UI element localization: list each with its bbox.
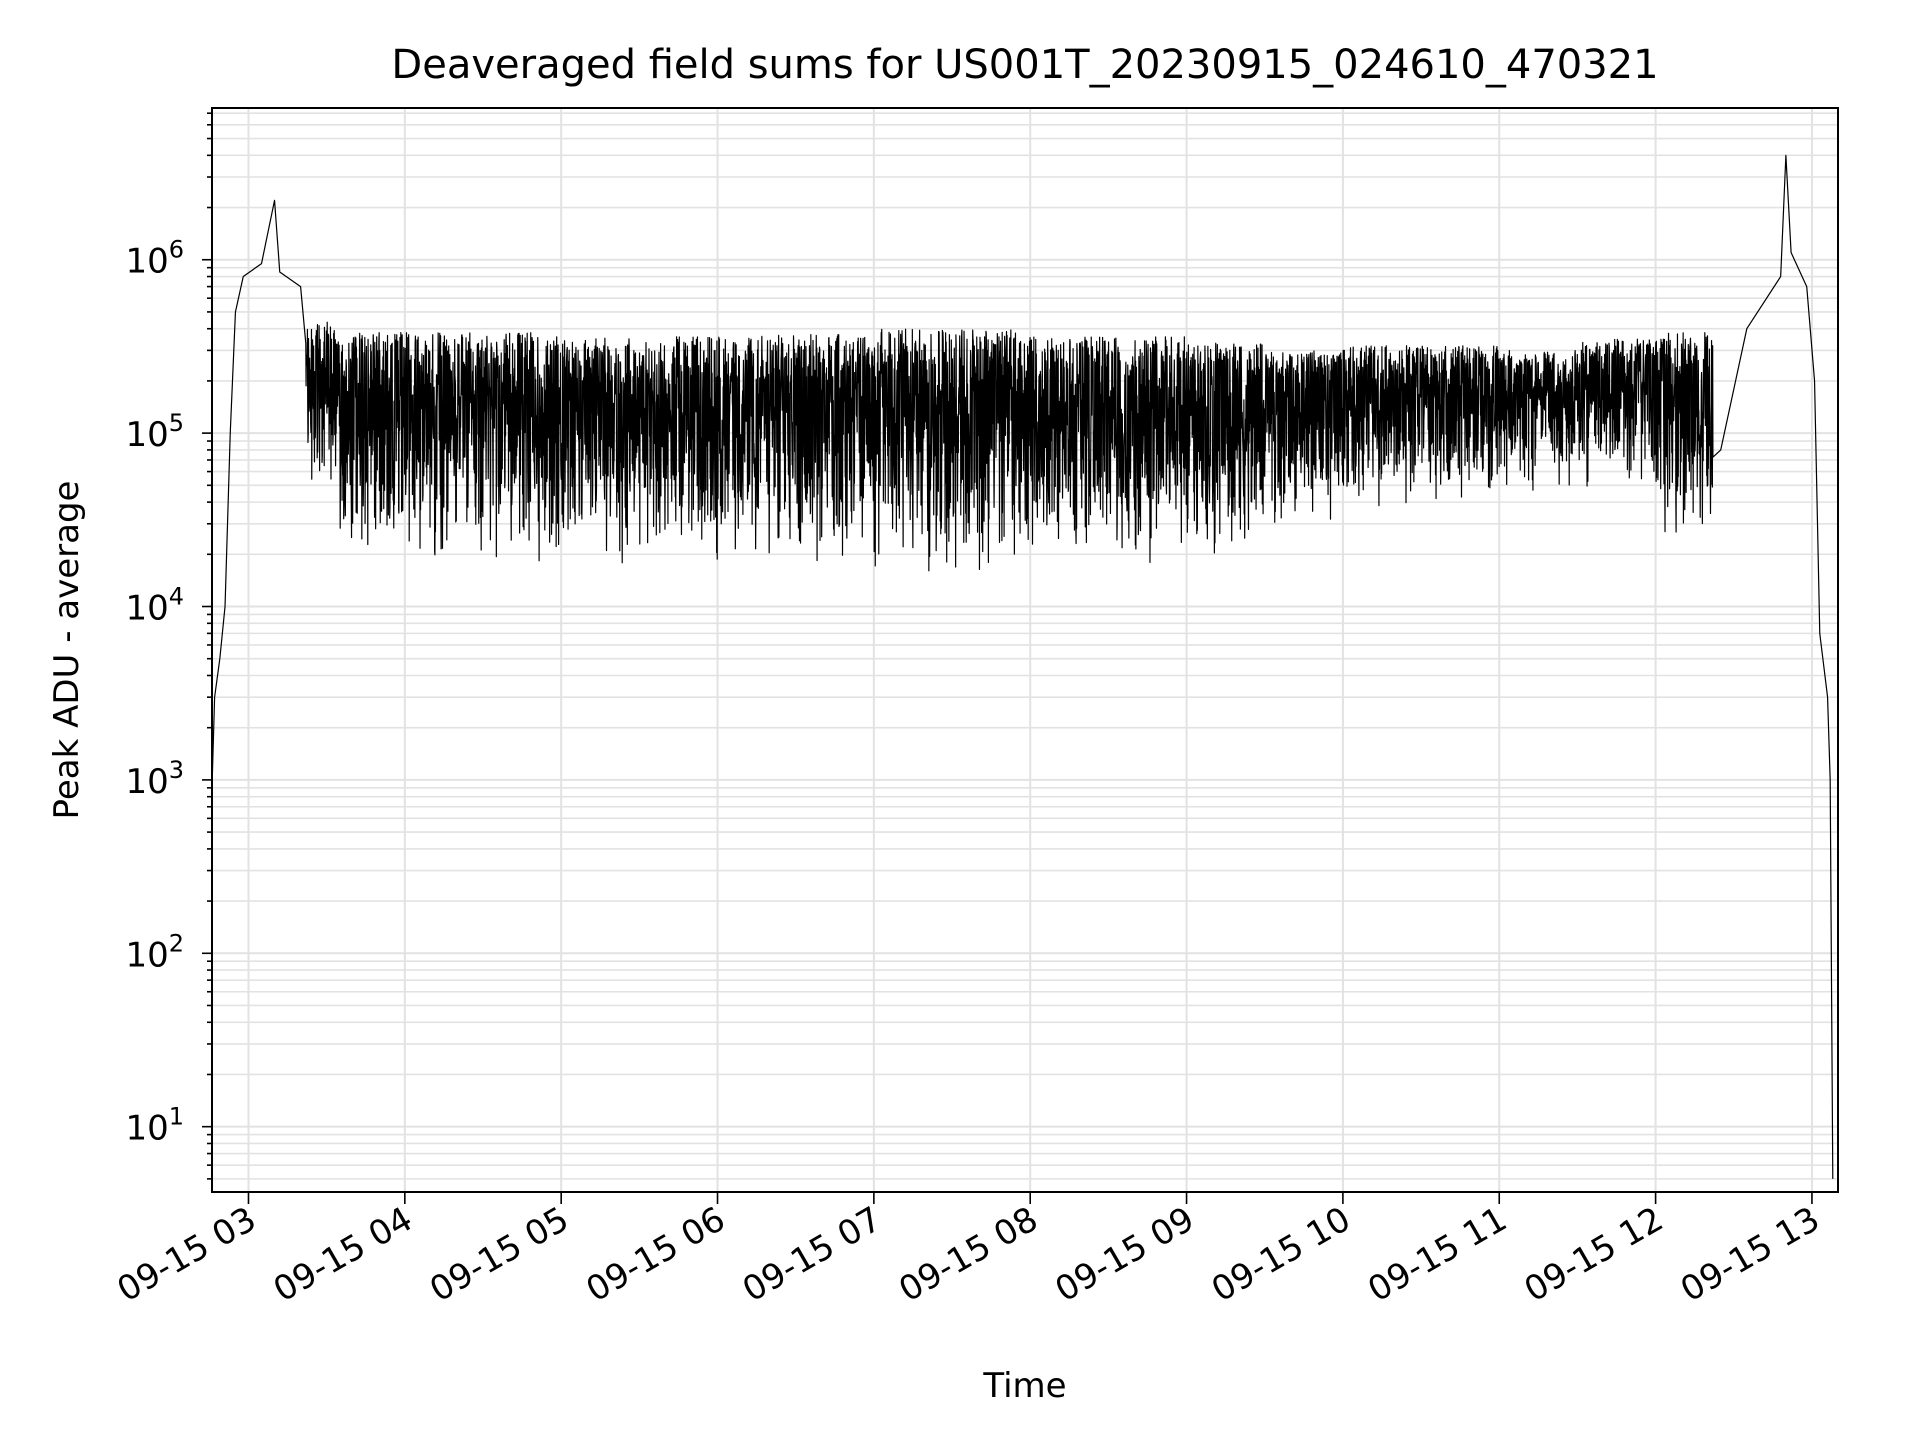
- y-tick-label: 105: [125, 409, 184, 455]
- x-tick-label: 09-15 06: [580, 1199, 732, 1310]
- x-axis-label: Time: [982, 1366, 1066, 1406]
- x-tick-label: 09-15 05: [423, 1199, 575, 1310]
- series-layer: [212, 154, 1834, 1179]
- x-tick-label: 09-15 08: [892, 1199, 1044, 1310]
- x-tick-label: 09-15 09: [1049, 1199, 1201, 1310]
- y-tick-label: 106: [125, 236, 184, 282]
- x-tick-label: 09-15 13: [1674, 1199, 1826, 1310]
- x-tick-label: 09-15 10: [1205, 1199, 1357, 1310]
- x-tick-label: 09-15 04: [267, 1199, 419, 1310]
- y-tick-label: 103: [125, 756, 184, 802]
- grid-layer: [212, 108, 1838, 1192]
- chart-title: Deaveraged field sums for US001T_2023091…: [391, 42, 1658, 88]
- y-axis: 101 102 103 104 105 106: [125, 112, 212, 1180]
- plot-frame: [211, 107, 1839, 1193]
- y-tick-label: 101: [125, 1103, 184, 1149]
- y-axis-label: Peak ADU - average: [47, 481, 87, 820]
- series-line: [212, 154, 1834, 1179]
- x-tick-label: 09-15 03: [111, 1199, 263, 1310]
- y-tick-label: 102: [125, 929, 184, 975]
- x-axis: 09-15 03 09-15 04 09-15 05 09-15 06 09-15 07…: [111, 1192, 1826, 1310]
- x-tick-label: 09-15 11: [1361, 1199, 1513, 1310]
- y-tick-label: 104: [125, 583, 184, 629]
- x-tick-label: 09-15 07: [736, 1199, 888, 1310]
- x-tick-label: 09-15 12: [1518, 1199, 1670, 1310]
